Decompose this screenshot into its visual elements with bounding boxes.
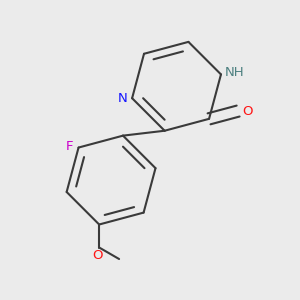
Text: NH: NH — [225, 67, 245, 80]
Text: N: N — [118, 92, 128, 105]
Text: O: O — [92, 249, 103, 262]
Text: O: O — [242, 105, 253, 118]
Text: F: F — [66, 140, 73, 153]
